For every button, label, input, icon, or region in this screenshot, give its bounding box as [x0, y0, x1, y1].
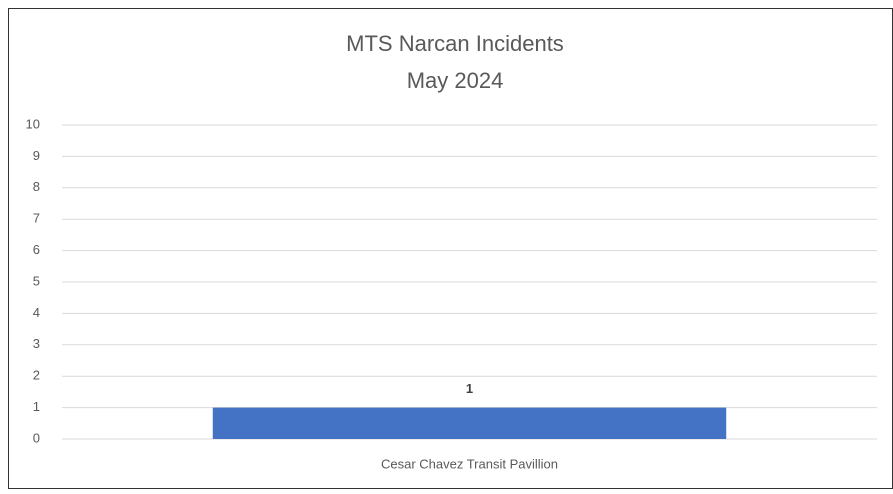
chart-subtitle: May 2024 — [407, 68, 504, 93]
x-tick-label: Cesar Chavez Transit Pavillion — [381, 456, 558, 471]
chart-title: MTS Narcan Incidents — [346, 31, 564, 56]
y-tick-label: 8 — [33, 179, 40, 194]
y-tick-label: 7 — [33, 211, 40, 226]
y-tick-label: 6 — [33, 242, 40, 257]
bar — [212, 407, 727, 439]
data-label: 1 — [466, 381, 473, 396]
y-tick-label: 3 — [33, 336, 40, 351]
y-tick-label: 5 — [33, 273, 40, 288]
y-tick-label: 4 — [33, 305, 40, 320]
y-tick-label: 10 — [26, 116, 40, 131]
y-tick-label: 9 — [33, 148, 40, 163]
y-tick-label: 0 — [33, 430, 40, 445]
y-tick-label: 1 — [33, 399, 40, 414]
y-tick-label: 2 — [33, 368, 40, 383]
